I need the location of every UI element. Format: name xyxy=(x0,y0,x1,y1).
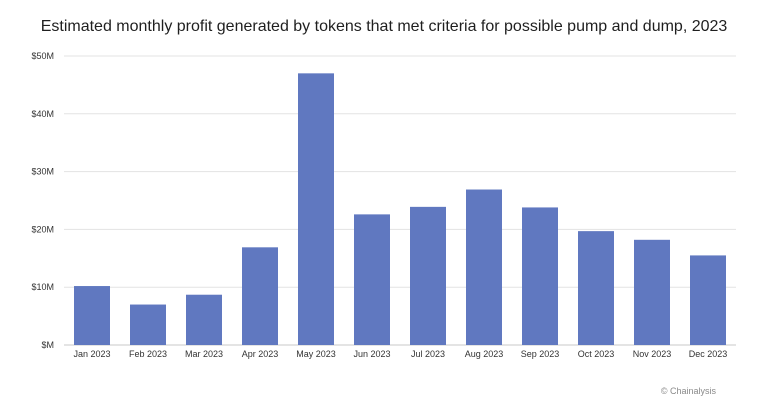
y-tick-label: $10M xyxy=(31,282,54,292)
bar xyxy=(522,207,558,345)
bar xyxy=(634,239,670,345)
gridlines xyxy=(64,55,736,346)
y-tick-label: $20M xyxy=(31,224,54,234)
x-tick-label: Oct 2023 xyxy=(578,349,615,359)
x-tick-label: Jun 2023 xyxy=(353,349,390,359)
bars xyxy=(74,73,726,345)
bar xyxy=(466,189,502,345)
x-tick-label: Jul 2023 xyxy=(411,349,445,359)
x-axis: Jan 2023 Feb 2023 Mar 2023 Apr 2023 May 2023… xyxy=(73,349,727,359)
x-tick-label: Apr 2023 xyxy=(242,349,279,359)
chart-title: Estimated monthly profit generated by to… xyxy=(40,18,728,35)
x-tick-label: Jan 2023 xyxy=(73,349,110,359)
bar xyxy=(410,206,446,345)
bar xyxy=(186,294,222,345)
bar xyxy=(354,214,390,345)
x-tick-label: Nov 2023 xyxy=(633,349,672,359)
bar xyxy=(690,255,726,345)
bar xyxy=(242,247,278,345)
x-tick-label: Mar 2023 xyxy=(185,349,223,359)
bar xyxy=(74,286,110,345)
x-tick-label: May 2023 xyxy=(296,349,336,359)
bar xyxy=(578,231,614,345)
y-tick-label: $M xyxy=(41,340,54,350)
bar xyxy=(130,304,166,345)
x-tick-label: Feb 2023 xyxy=(129,349,167,359)
y-axis: $M $10M $20M $30M $40M $50M xyxy=(31,51,54,350)
y-tick-label: $40M xyxy=(31,109,54,119)
x-tick-label: Aug 2023 xyxy=(465,349,504,359)
y-tick-label: $50M xyxy=(31,51,54,61)
bar xyxy=(298,73,334,345)
x-tick-label: Dec 2023 xyxy=(689,349,728,359)
x-tick-label: Sep 2023 xyxy=(521,349,560,359)
source-credit: © Chainalysis xyxy=(660,386,716,396)
y-tick-label: $30M xyxy=(31,167,54,177)
